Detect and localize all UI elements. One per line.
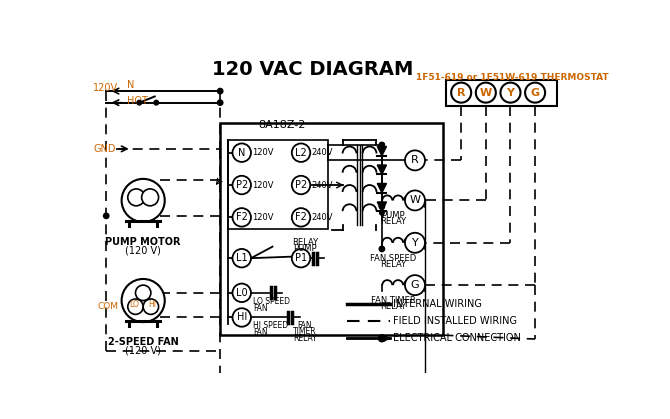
Text: FAN TIMER: FAN TIMER xyxy=(371,296,416,305)
Text: 240V: 240V xyxy=(312,148,333,157)
Circle shape xyxy=(380,210,384,215)
Text: L1: L1 xyxy=(236,253,247,263)
Text: FAN SPEED: FAN SPEED xyxy=(371,253,417,263)
Polygon shape xyxy=(377,147,387,156)
Text: 120 VAC DIAGRAM: 120 VAC DIAGRAM xyxy=(212,60,413,79)
Text: RELAY: RELAY xyxy=(381,260,407,269)
Circle shape xyxy=(232,249,251,267)
Circle shape xyxy=(218,88,223,94)
Text: 120V: 120V xyxy=(93,83,118,93)
Text: L0: L0 xyxy=(236,288,247,298)
Circle shape xyxy=(232,143,251,162)
Text: RELAY: RELAY xyxy=(381,302,407,311)
Text: FAN: FAN xyxy=(297,321,312,330)
Text: 8A18Z-2: 8A18Z-2 xyxy=(258,119,306,129)
Text: HI: HI xyxy=(149,300,156,309)
Polygon shape xyxy=(377,184,387,193)
Circle shape xyxy=(405,275,425,295)
Text: R: R xyxy=(457,88,466,98)
Circle shape xyxy=(232,308,251,327)
Circle shape xyxy=(379,246,385,252)
Text: 240V: 240V xyxy=(312,181,333,189)
Text: W: W xyxy=(409,195,421,205)
Text: HOT: HOT xyxy=(127,96,148,106)
Text: G: G xyxy=(411,280,419,290)
Circle shape xyxy=(232,284,251,302)
Circle shape xyxy=(291,249,310,267)
Circle shape xyxy=(379,204,385,209)
Text: (120 V): (120 V) xyxy=(125,245,161,255)
Text: P2: P2 xyxy=(236,180,248,190)
Text: G: G xyxy=(531,88,539,98)
Circle shape xyxy=(379,335,385,342)
Circle shape xyxy=(291,143,310,162)
Text: 2-SPEED FAN: 2-SPEED FAN xyxy=(108,337,178,347)
Bar xyxy=(446,80,557,106)
Circle shape xyxy=(291,208,310,227)
Text: RELAY: RELAY xyxy=(381,217,407,226)
Text: 1F51-619 or 1F51W-619 THERMOSTAT: 1F51-619 or 1F51W-619 THERMOSTAT xyxy=(417,73,609,83)
Text: P1: P1 xyxy=(295,253,307,263)
Text: N: N xyxy=(127,80,135,90)
Circle shape xyxy=(141,189,159,206)
Bar xyxy=(228,140,328,229)
Text: HI: HI xyxy=(237,313,247,323)
Circle shape xyxy=(143,299,159,314)
Circle shape xyxy=(525,83,545,103)
Polygon shape xyxy=(377,165,387,174)
Circle shape xyxy=(291,176,310,194)
Circle shape xyxy=(122,279,165,322)
Text: N: N xyxy=(238,147,245,158)
Text: F2: F2 xyxy=(236,212,248,222)
Text: ELECTRICAL CONNECTION: ELECTRICAL CONNECTION xyxy=(393,333,521,343)
Circle shape xyxy=(500,83,521,103)
Circle shape xyxy=(405,190,425,210)
Text: RELAY: RELAY xyxy=(292,238,318,247)
Circle shape xyxy=(128,299,143,314)
Text: F2: F2 xyxy=(295,212,307,222)
Text: (120 V): (120 V) xyxy=(125,345,161,355)
Circle shape xyxy=(476,83,496,103)
Text: FIELD INSTALLED WIRING: FIELD INSTALLED WIRING xyxy=(393,316,517,326)
Text: Y: Y xyxy=(507,88,515,98)
Circle shape xyxy=(154,100,159,105)
Circle shape xyxy=(380,143,384,147)
Circle shape xyxy=(122,179,165,222)
Circle shape xyxy=(104,213,109,219)
Text: W: W xyxy=(480,88,492,98)
Circle shape xyxy=(135,285,151,300)
Text: P2: P2 xyxy=(295,180,307,190)
Text: COM: COM xyxy=(98,302,119,311)
Text: LO SPEED: LO SPEED xyxy=(253,297,290,306)
Text: Y: Y xyxy=(411,238,418,248)
Text: LO: LO xyxy=(129,300,139,309)
Text: TIMER: TIMER xyxy=(293,328,317,336)
Text: FAN: FAN xyxy=(253,304,268,313)
Text: GND: GND xyxy=(93,144,116,154)
Text: PUMP MOTOR: PUMP MOTOR xyxy=(105,238,181,247)
Text: PUMP: PUMP xyxy=(382,211,405,220)
Text: 240V: 240V xyxy=(312,213,333,222)
Circle shape xyxy=(137,100,141,105)
Circle shape xyxy=(128,189,145,206)
Text: R: R xyxy=(411,155,419,166)
Text: L2: L2 xyxy=(295,147,307,158)
Text: HI SPEED: HI SPEED xyxy=(253,321,288,330)
Circle shape xyxy=(451,83,471,103)
Circle shape xyxy=(405,233,425,253)
Circle shape xyxy=(405,150,425,171)
Circle shape xyxy=(232,208,251,227)
Bar xyxy=(220,124,444,335)
Text: INTERNAL WIRING: INTERNAL WIRING xyxy=(393,300,482,309)
Text: PUMP: PUMP xyxy=(293,244,317,253)
Text: 120V: 120V xyxy=(253,148,274,157)
Text: 120V: 120V xyxy=(253,181,274,189)
Text: 120V: 120V xyxy=(253,213,274,222)
Polygon shape xyxy=(377,202,387,211)
Circle shape xyxy=(232,176,251,194)
Text: RELAY: RELAY xyxy=(293,334,317,343)
Circle shape xyxy=(218,100,223,105)
Text: FAN: FAN xyxy=(253,328,268,337)
Circle shape xyxy=(379,142,385,147)
